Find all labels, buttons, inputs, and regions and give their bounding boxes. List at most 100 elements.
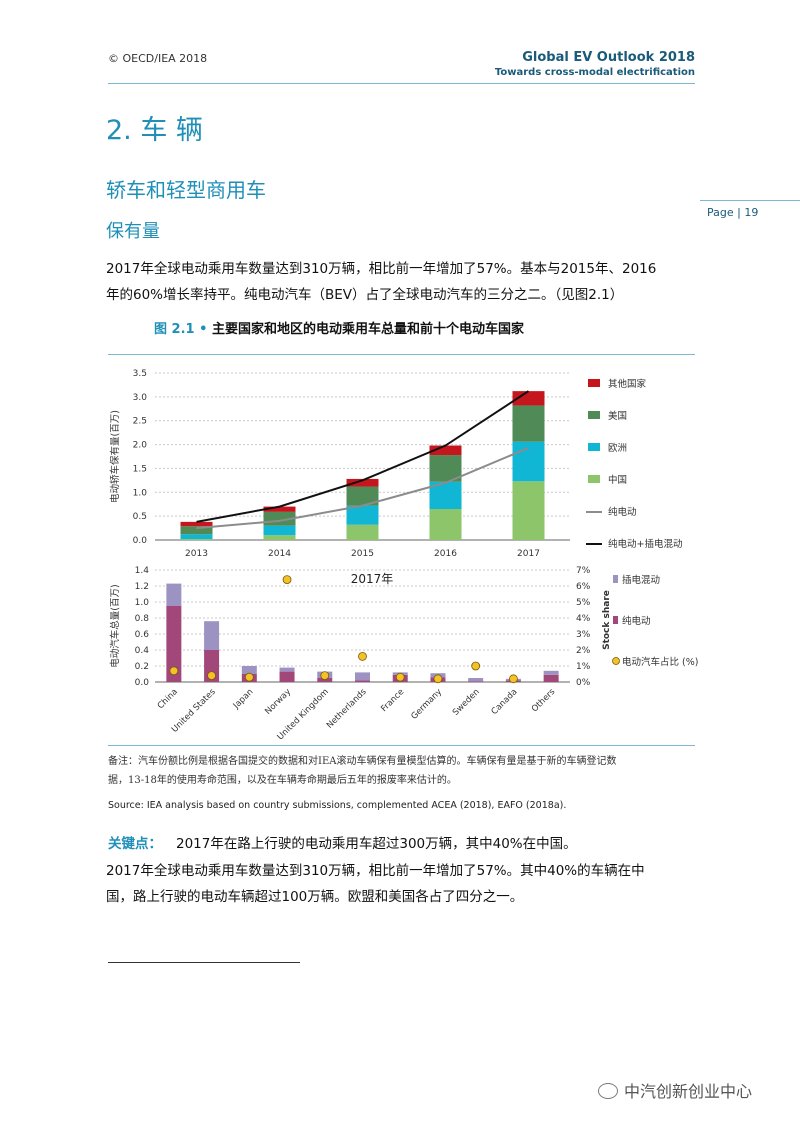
y2-tick-label: 4%	[576, 614, 591, 624]
x-tick-label: Netherlands	[325, 687, 369, 731]
bar-segment	[180, 526, 213, 535]
bar-segment	[346, 524, 379, 540]
country-chart: 0.0 0.2 0.4 0.6 0.8 1.0 1.2 1.4 0% 1% 2% 3% 4% 5% 6% 7%…	[109, 566, 698, 742]
watermark: 中汽创新创业中心	[598, 1078, 752, 1102]
legend-swatch	[613, 575, 618, 583]
y2-tick-label: 7%	[576, 566, 591, 576]
watermark-text: 中汽创新创业中心	[624, 1082, 753, 1101]
y2-tick-label: 0%	[576, 678, 591, 688]
y-tick-label: 1.0	[135, 598, 150, 608]
y-axis-label: 电动汽车总量(百万)	[109, 584, 121, 667]
legend-swatch	[588, 379, 600, 387]
legend-swatch	[588, 411, 600, 419]
y-tick-label: 3.0	[133, 393, 148, 403]
x-tick-label: France	[379, 687, 406, 714]
x-tick-label: 2014	[268, 549, 291, 559]
y-tick-label: 1.2	[135, 582, 149, 592]
subsection-title: 保有量	[106, 221, 160, 242]
report-title: Global EV Outlook 2018	[522, 50, 695, 65]
share-point	[433, 674, 443, 684]
bar-segment	[279, 667, 295, 672]
x-tick-label: 2013	[185, 549, 208, 559]
bar-segment	[346, 486, 379, 506]
bar-segment	[512, 391, 545, 406]
y-axis-label: 电动轿车保有量(百万)	[109, 410, 121, 503]
bar-segment	[180, 539, 213, 540]
legend-label: 欧洲	[608, 442, 627, 454]
x-tick-label: 2015	[351, 549, 374, 559]
bar-segment	[512, 481, 545, 540]
x-tick-label: Others	[530, 687, 558, 715]
figure-title: 主要国家和地区的电动乘用车总量和前十个电动车国家	[211, 322, 524, 337]
y-tick-label: 3.5	[133, 369, 147, 379]
bar-segment	[204, 621, 220, 650]
legend-swatch	[588, 443, 600, 451]
figure-top-rule	[108, 354, 695, 355]
legend-swatch	[613, 616, 618, 624]
x-tick-label: 2017	[517, 549, 540, 559]
y-tick-label: 0.0	[135, 678, 150, 688]
bar-segment	[355, 680, 370, 682]
legend-label: 中国	[608, 474, 627, 486]
key-point-label: 关键点：	[108, 836, 162, 852]
y-tick-label: 2.0	[133, 441, 148, 451]
y-tick-label: 0.0	[133, 536, 148, 546]
footnote-divider	[108, 962, 300, 963]
bar-segment	[263, 506, 296, 512]
header-divider	[108, 83, 695, 84]
share-point	[320, 671, 330, 681]
y-tick-label: 1.0	[133, 488, 148, 498]
y2-tick-label: 3%	[576, 630, 591, 640]
y-tick-label: 0.4	[135, 646, 150, 656]
series-line	[196, 446, 529, 530]
report-subtitle: Towards cross-modal electrification	[494, 67, 695, 78]
legend-label: 纯电动	[608, 506, 637, 518]
bar-segment	[468, 678, 484, 682]
bar-segment	[263, 535, 296, 540]
y2-tick-label: 1%	[576, 662, 591, 672]
x-tick-label: China	[156, 687, 180, 711]
x-tick-label: Sweden	[451, 687, 482, 718]
bar-segment	[355, 672, 370, 681]
bar-segment	[279, 671, 295, 682]
key-point: 关键点： 2017年在路上行驶的电动乘用车超过300万辆，其中40%在中国。	[108, 832, 577, 852]
bar-segment	[241, 666, 257, 674]
summary-paragraph: 2017年全球电动乘用车数量达到310万辆，相比前一年增加了57%。其中40%的…	[106, 858, 696, 910]
note-line-2: 据，13-18年的使用寿命范围，以及在车辆寿命期最后五年的报废率来估计的。	[108, 775, 457, 786]
figure-charts: 0.0 0.5 1.0 1.5 2.0 2.5 3.0 3.5 2013 2014 2015 2016…	[109, 369, 698, 742]
y2-axis-label: Stock share	[602, 590, 612, 650]
figure-caption: 图 2.1 • 主要国家和地区的电动乘用车总量和前十个电动车国家	[154, 318, 524, 337]
y-tick-label: 0.8	[135, 614, 150, 624]
legend-label: 纯电动	[622, 615, 651, 627]
share-point	[471, 661, 481, 671]
share-point	[282, 575, 292, 585]
y-tick-label: 1.4	[135, 566, 150, 576]
bar-segment	[346, 505, 379, 525]
figure-bullet: •	[199, 322, 208, 337]
y2-tick-label: 6%	[576, 582, 591, 592]
legend-label: 纯电动+插电混动	[608, 538, 682, 550]
y-tick-label: 0.6	[135, 630, 150, 640]
intro-paragraph: 2017年全球电动乘用车数量达到310万辆，相比前一年增加了57%。基本与201…	[106, 256, 696, 308]
legend-label: 插电混动	[622, 574, 660, 586]
bar-segment	[429, 508, 462, 540]
x-tick-label: 2016	[434, 549, 457, 559]
bar-segment	[543, 674, 559, 682]
summary-line-2: 国，路上行驶的电动车辆超过100万辆。欧盟和美国各占了四分之一。	[106, 889, 524, 905]
x-tick-label: Norway	[263, 687, 293, 717]
x-tick-label: Germany	[409, 687, 444, 722]
bar-segment	[429, 445, 462, 456]
chart-title: 2017年	[351, 572, 394, 586]
bar-segment	[468, 681, 484, 682]
y-tick-label: 0.2	[135, 662, 149, 672]
y-tick-label: 0.5	[133, 512, 147, 522]
x-tick-label: Canada	[490, 687, 520, 717]
bar-segment	[180, 521, 213, 527]
summary-line-1: 2017年全球电动乘用车数量达到310万辆，相比前一年增加了57%。其中40%的…	[106, 863, 645, 879]
bar-segment	[166, 583, 182, 606]
intro-line-1: 2017年全球电动乘用车数量达到310万辆，相比前一年增加了57%。基本与201…	[106, 261, 657, 277]
bar-segment	[512, 441, 545, 482]
share-point	[244, 672, 254, 682]
figure-number: 图 2.1	[154, 322, 195, 337]
page-divider	[700, 200, 800, 201]
